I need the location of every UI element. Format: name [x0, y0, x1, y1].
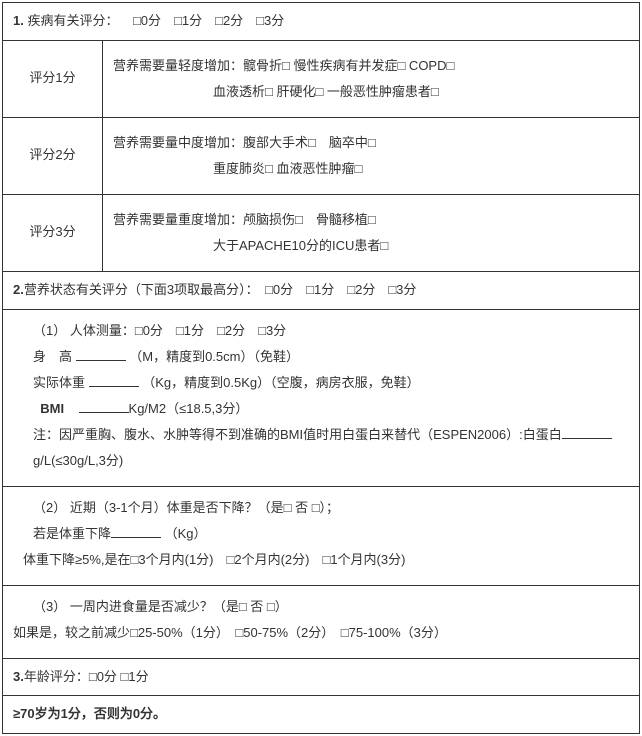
section1-num: 1.: [13, 13, 24, 28]
section2-part3: （3） 一周内进食量是否减少？（是□ 否 □） 如果是，较之前减少□25-50%…: [3, 586, 639, 658]
desc-line: 营养需要量轻度增加：髋骨折□ 慢性疾病有并发症□ COPD□: [113, 53, 629, 79]
score-label: 评分1分: [3, 41, 103, 117]
section3-header: 3.年龄评分：□0分 □1分: [3, 659, 639, 697]
text: Kg/M2（≤18.5,3分）: [129, 401, 249, 416]
text: （M，精度到0.5cm）（免鞋）: [129, 349, 299, 364]
part2-l3: 体重下降≥5%,是在□3个月内(1分) □2个月内(2分) □1个月内(3分): [13, 547, 629, 573]
section1-row: 评分1分 营养需要量轻度增加：髋骨折□ 慢性疾病有并发症□ COPD□ 血液透析…: [3, 41, 639, 118]
assessment-table: 1. 疾病有关评分： □0分 □1分 □2分 □3分 评分1分 营养需要量轻度增…: [2, 2, 640, 734]
text: 实际体重: [33, 375, 89, 390]
score-desc: 营养需要量重度增加：颅脑损伤□ 骨髓移植□ 大于APACHE10分的ICU患者□: [103, 195, 639, 271]
desc-line: 营养需要量重度增加：颅脑损伤□ 骨髓移植□: [113, 207, 629, 233]
blank-weight-loss: [111, 525, 161, 538]
score-desc: 营养需要量中度增加：腹部大手术□ 脑卒中□ 重度肺炎□ 血液恶性肿瘤□: [103, 118, 639, 194]
section1-row: 评分2分 营养需要量中度增加：腹部大手术□ 脑卒中□ 重度肺炎□ 血液恶性肿瘤□: [3, 118, 639, 195]
blank-weight: [89, 374, 139, 387]
section2-header: 2.营养状态有关评分（下面3项取最高分）： □0分 □1分 □2分 □3分: [3, 272, 639, 310]
blank-height: [76, 348, 126, 361]
section1-header: 1. 疾病有关评分： □0分 □1分 □2分 □3分: [3, 3, 639, 41]
score-label: 评分2分: [3, 118, 103, 194]
text: g/L(≤30g/L,3分): [33, 453, 123, 468]
score-desc: 营养需要量轻度增加：髋骨折□ 慢性疾病有并发症□ COPD□ 血液透析□ 肝硬化…: [103, 41, 639, 117]
section2-body: （1） 人体测量：□0分 □1分 □2分 □3分 身 高 （M，精度到0.5cm…: [3, 310, 639, 659]
blank-albumin: [562, 426, 612, 439]
part1-l5: 注：因严重胸、腹水、水肿等得不到准确的BMI值时用白蛋白来替代（ESPEN200…: [33, 422, 629, 474]
section2-title: 营养状态有关评分（下面3项取最高分）： □0分 □1分 □2分 □3分: [24, 282, 417, 297]
section3-title: 年龄评分：□0分 □1分: [24, 669, 149, 684]
text: （Kg，精度到0.5Kg）（空腹，病房衣服，免鞋）: [142, 375, 419, 390]
section3-rule: ≥70岁为1分，否则为0分。: [13, 706, 166, 721]
section2-num: 2.: [13, 282, 24, 297]
text: 身 高: [33, 349, 76, 364]
text: （Kg）: [165, 526, 207, 541]
part1-l1: （1） 人体测量：□0分 □1分 □2分 □3分: [33, 318, 629, 344]
text: 注：因严重胸、腹水、水肿等得不到准确的BMI值时用白蛋白来替代（ESPEN200…: [33, 427, 562, 442]
section3-rule-row: ≥70岁为1分，否则为0分。: [3, 696, 639, 733]
text: 若是体重下降: [33, 526, 111, 541]
section1-title: 疾病有关评分：: [27, 13, 118, 28]
part1-l3: 实际体重 （Kg，精度到0.5Kg）（空腹，病房衣服，免鞋）: [33, 370, 629, 396]
part2-l1: （2） 近期（3-1个月）体重是否下降？（是□ 否 □）；: [33, 495, 629, 521]
part1-l4: BMI Kg/M2（≤18.5,3分）: [33, 396, 629, 422]
desc-line: 营养需要量中度增加：腹部大手术□ 脑卒中□: [113, 130, 629, 156]
score-label: 评分3分: [3, 195, 103, 271]
part3-l2: 如果是，较之前减少□25-50%（1分） □50-75%（2分） □75-100…: [13, 620, 629, 646]
section1-row: 评分3分 营养需要量重度增加：颅脑损伤□ 骨髓移植□ 大于APACHE10分的I…: [3, 195, 639, 272]
desc-line: 血液透析□ 肝硬化□ 一般恶性肿瘤患者□: [113, 79, 629, 105]
section3-num: 3.: [13, 669, 24, 684]
part3-l1: （3） 一周内进食量是否减少？（是□ 否 □）: [33, 594, 629, 620]
desc-line: 重度肺炎□ 血液恶性肿瘤□: [113, 156, 629, 182]
part2-l2: 若是体重下降 （Kg）: [33, 521, 629, 547]
section2-part2: （2） 近期（3-1个月）体重是否下降？（是□ 否 □）； 若是体重下降 （Kg…: [3, 487, 639, 586]
part1-l2: 身 高 （M，精度到0.5cm）（免鞋）: [33, 344, 629, 370]
section2-part1: （1） 人体测量：□0分 □1分 □2分 □3分 身 高 （M，精度到0.5cm…: [3, 310, 639, 487]
bmi-label: BMI: [40, 401, 64, 416]
section1-options: □0分 □1分 □2分 □3分: [133, 13, 284, 28]
blank-bmi: [79, 400, 129, 413]
desc-line: 大于APACHE10分的ICU患者□: [113, 233, 629, 259]
